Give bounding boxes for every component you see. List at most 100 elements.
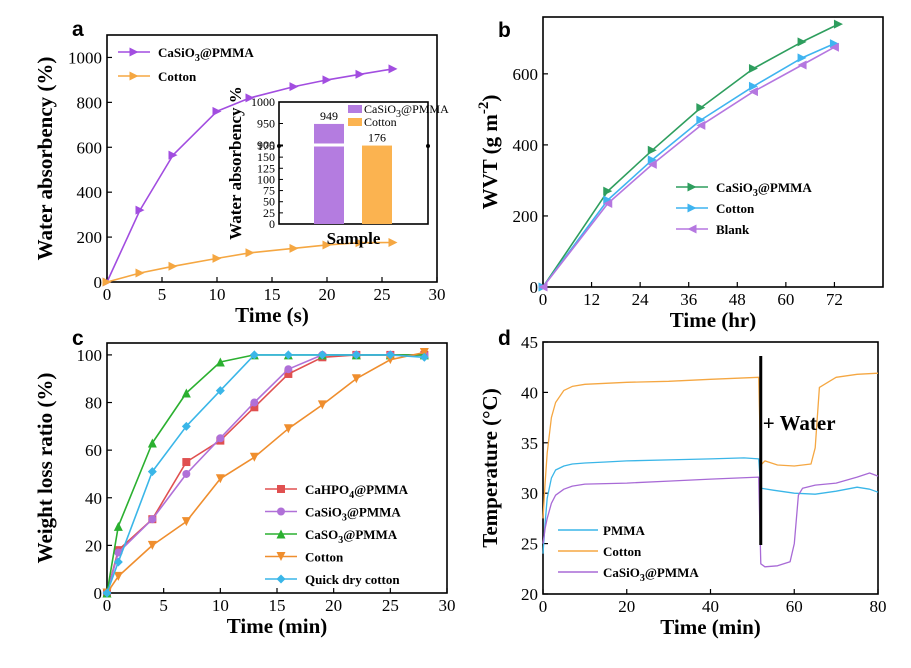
data-point-c-1 — [216, 434, 225, 443]
data-point-c-0 — [182, 458, 191, 467]
legend-marker-c — [276, 552, 286, 561]
inset-y-tick-label: 100 — [257, 172, 275, 186]
x-tick-label-a: 15 — [264, 285, 281, 304]
y-tick-label-b: 600 — [513, 65, 539, 84]
inset-legend-label-0-sub: 3 — [396, 109, 401, 120]
x-tick-label-a: 0 — [103, 285, 112, 304]
data-point-c-3 — [147, 540, 157, 550]
data-point-c-4 — [283, 350, 293, 360]
data-point-a-1 — [388, 237, 398, 247]
panel-letter-c: c — [72, 327, 84, 350]
panel-c: 0 5 10 15 20 25 30 0 20 40 60 80 100 Time (min) Weight… — [33, 327, 456, 638]
y-tick-label-a: 800 — [77, 93, 103, 112]
data-point-c-3 — [181, 517, 191, 527]
series-line-b-1 — [542, 42, 835, 288]
x-tick-label-b: 60 — [777, 290, 794, 309]
inset-bar — [314, 123, 344, 224]
data-point-c-1 — [182, 469, 191, 478]
inset-legend-swatch — [348, 118, 362, 126]
y-tick-label-b: 200 — [513, 207, 539, 226]
y-tick-label-d: 20 — [521, 585, 538, 604]
legend-marker-a — [129, 47, 139, 57]
y-tick-label-c: 60 — [85, 441, 102, 460]
x-tick-label-c: 0 — [103, 596, 112, 615]
inset-legend-swatch — [348, 105, 362, 113]
data-point-a-0 — [289, 82, 299, 92]
data-point-c-4 — [113, 557, 123, 567]
legend-label-b-0-base: CaSiO — [716, 180, 753, 195]
panel-b: 0 12 24 36 48 60 72 0 200 400 600 Time (hr) WVT (g m… — [476, 16, 884, 332]
data-point-b-2 — [538, 282, 548, 292]
data-point-b-1 — [829, 39, 839, 49]
y-axis-label-a: Water absorbency (%) — [33, 57, 57, 261]
x-tick-label-d: 20 — [618, 597, 635, 616]
data-point-b-0 — [748, 64, 758, 74]
data-point-b-2 — [797, 60, 807, 70]
inset-bar-value: 176 — [368, 131, 386, 145]
data-point-b-0 — [696, 103, 706, 113]
legend-label-c-2-sub: 3 — [338, 535, 343, 546]
data-point-c-3 — [419, 348, 429, 358]
y-axis-label-b: WVT (g m-2) — [476, 95, 502, 210]
inset-y-tick-label: 50 — [263, 195, 275, 209]
inset-y-tick-label: 175 — [257, 139, 275, 153]
data-point-c-1 — [284, 365, 293, 374]
y-tick-label-c: 80 — [85, 394, 102, 413]
inset-legend-label-0-tail: @PMMA — [401, 102, 449, 116]
inset-legend-label-0: CaSiO3@PMMA — [364, 102, 449, 120]
inset-y-tick-label: 1000 — [251, 95, 275, 109]
y-axis-label-base: WVT (g m — [478, 114, 502, 210]
data-point-c-2 — [113, 521, 123, 531]
legend-label-c-2-base: CaSO — [305, 527, 338, 542]
y-tick-label-a: 200 — [77, 228, 103, 247]
legend-label-c-0-sub: 4 — [349, 490, 354, 501]
legend-label-c-1-tail: @PMMA — [347, 505, 402, 520]
inset-legend-label-0-base: CaSiO — [364, 102, 396, 116]
legend-label-d-2-sub: 3 — [640, 573, 645, 584]
x-tick-label-a: 25 — [374, 285, 391, 304]
legend-label-b-0-tail: @PMMA — [758, 180, 813, 195]
legend-label-d-2: CaSiO3@PMMA — [603, 565, 699, 584]
legend-label-c-3: Cotton — [305, 550, 344, 565]
inset-y-tick-label: 950 — [257, 117, 275, 131]
y-tick-label-a: 400 — [77, 183, 103, 202]
y-tick-label-d: 40 — [521, 383, 538, 402]
legend-label-a-0-sub: 3 — [195, 53, 200, 64]
panel-letter-d: d — [498, 327, 511, 350]
x-tick-label-a: 10 — [209, 285, 226, 304]
legend-marker-b — [687, 182, 697, 192]
data-point-c-0 — [284, 369, 293, 378]
data-point-b-0 — [603, 186, 613, 196]
data-point-c-4 — [181, 421, 191, 431]
data-point-b-0 — [833, 19, 843, 29]
y-tick-label-b: 0 — [530, 278, 539, 297]
x-axis-label-c: Time (min) — [227, 614, 328, 638]
data-point-c-3 — [317, 400, 327, 410]
data-point-b-2 — [748, 87, 758, 97]
series-line-d-2 — [542, 472, 879, 568]
data-point-a-1 — [168, 261, 178, 271]
x-tick-label-c: 5 — [159, 596, 168, 615]
data-point-a-0 — [135, 205, 145, 215]
data-point-a-0 — [388, 64, 398, 74]
x-tick-label-c: 30 — [439, 596, 456, 615]
y-tick-label-d: 30 — [521, 484, 538, 503]
data-point-a-1 — [355, 238, 365, 248]
x-tick-label-c: 10 — [212, 596, 229, 615]
legend-label-d-0: PMMA — [603, 523, 645, 538]
legend-marker-c — [276, 529, 286, 539]
x-tick-label-c: 25 — [382, 596, 399, 615]
inset-break-band — [314, 143, 344, 147]
legend-label-c-1: CaSiO3@PMMA — [305, 505, 401, 524]
inset-bar-value: 949 — [320, 109, 338, 123]
x-tick-label-b: 0 — [539, 290, 548, 309]
legend-label-d-2-base: CaSiO — [603, 565, 640, 580]
y-axis-label-sup: -2 — [476, 102, 492, 115]
data-point-c-0 — [250, 403, 259, 412]
legend-label-b-0: CaSiO3@PMMA — [716, 180, 812, 199]
x-axis-label-b: Time (hr) — [670, 308, 757, 332]
y-axis-label-c: Weight loss ratio (%) — [33, 373, 57, 564]
x-tick-label-a: 30 — [429, 285, 446, 304]
